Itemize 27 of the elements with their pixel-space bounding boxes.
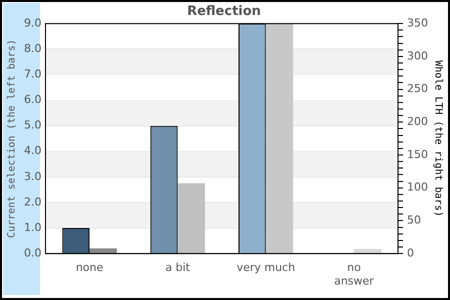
x-tick-label: very much [236, 261, 296, 274]
y-tick-label: 4.0 [24, 144, 42, 158]
y2-tick-label: 100 [407, 180, 428, 194]
y-tick-label: 6.0 [24, 93, 42, 106]
y-tick-label: 9.0 [24, 16, 42, 30]
y2-tick-label: 150 [407, 148, 428, 161]
x-tick-label: none [76, 261, 104, 274]
y-tick-label: 5.0 [24, 118, 42, 132]
y-tick-label: 8.0 [24, 42, 42, 56]
y-tick-label: 1.0 [24, 220, 42, 234]
y-tick-label: 0.0 [24, 246, 42, 260]
y2-tick-label: 250 [407, 82, 428, 96]
y2-tick-label: 200 [407, 115, 428, 128]
y2-tick-label: 300 [407, 49, 428, 62]
y-tick-label: 7.0 [24, 68, 42, 81]
chart-title: Reflection [187, 4, 261, 20]
y2-axis-title: Whole LTH (the right bars) [432, 60, 444, 217]
y-axis-title: Current selection (the left bars) [6, 39, 18, 238]
y2-tick-label: 350 [407, 16, 428, 30]
y-tick-label: 2.0 [24, 195, 42, 208]
x-tick-label: no answer [334, 261, 374, 288]
y-tick-label: 3.0 [24, 170, 42, 183]
y2-tick-label: 50 [407, 214, 422, 227]
bar [90, 248, 117, 254]
bar [354, 249, 382, 254]
x-tick-label: a bit [165, 261, 191, 274]
y2-tick-label: 0 [407, 246, 414, 260]
